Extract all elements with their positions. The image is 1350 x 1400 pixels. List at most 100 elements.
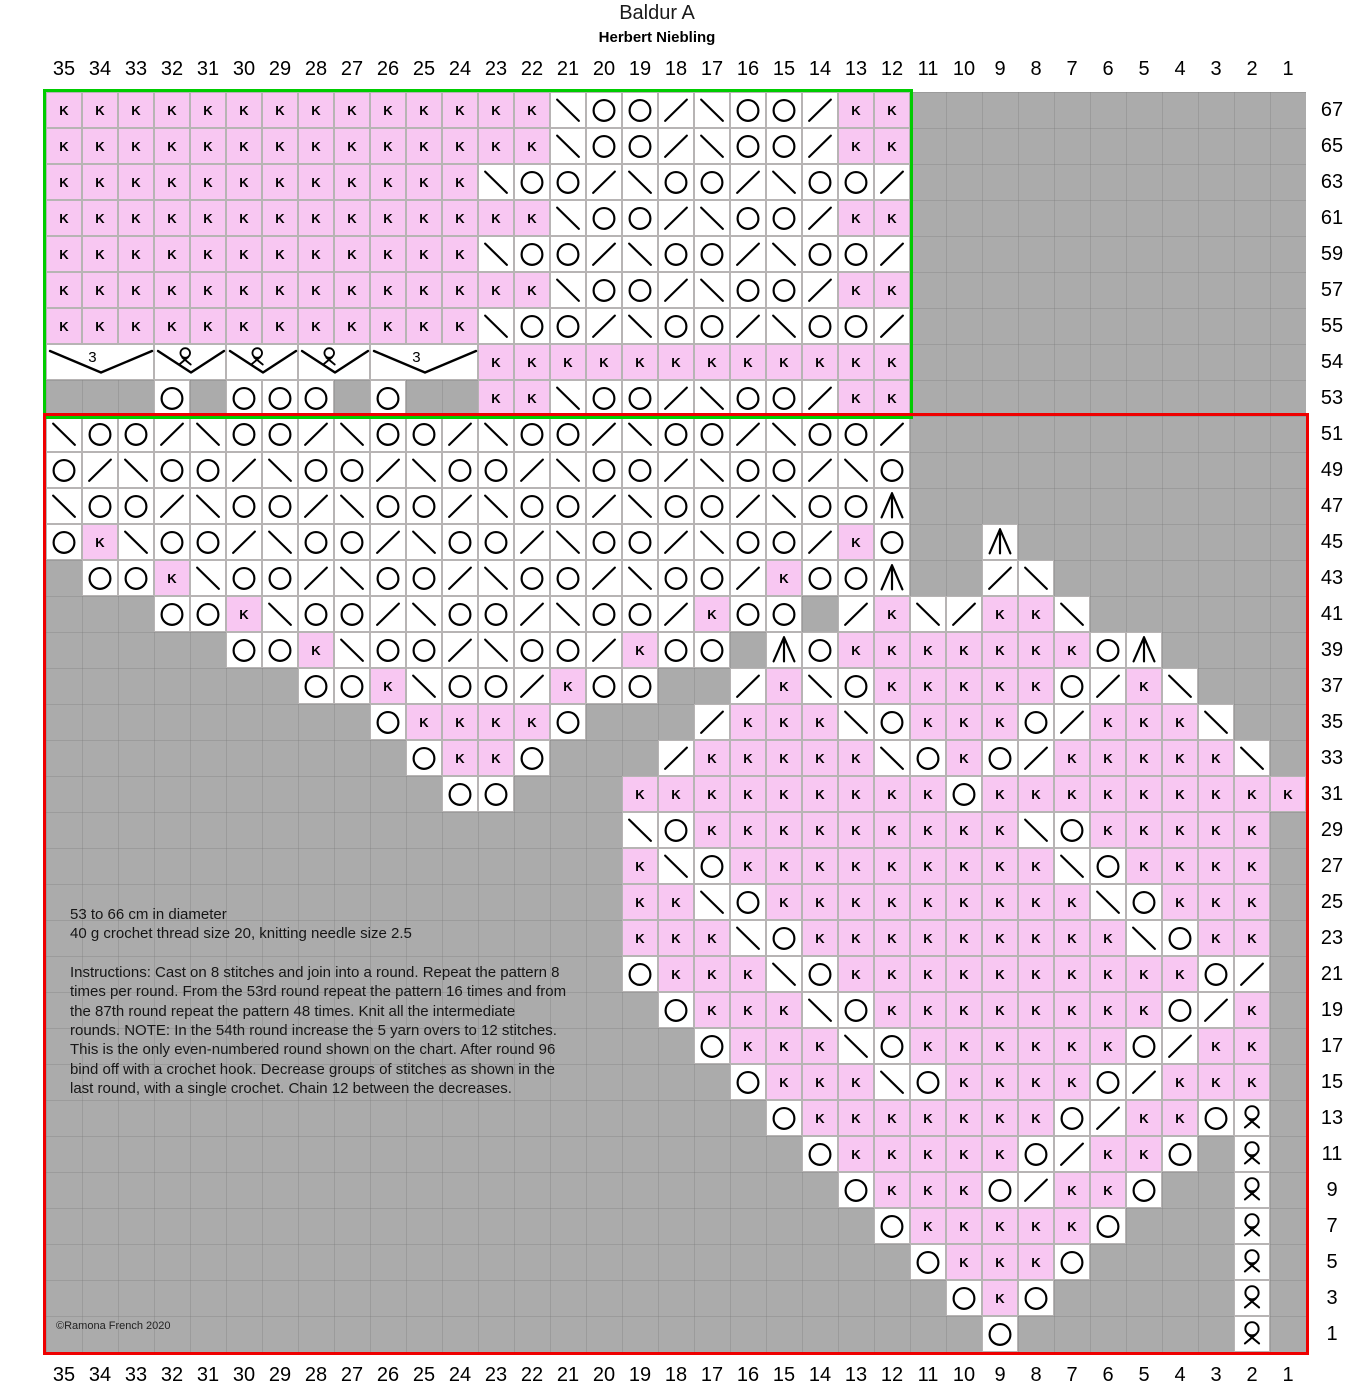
- column-label: 6: [1102, 58, 1114, 80]
- stitch-cell-knit-stitch: K: [982, 812, 1018, 848]
- stitch-cell-yarn-over: [622, 956, 658, 992]
- stitch-cell-yarn-over: [802, 236, 838, 272]
- stitch-cell-knit-stitch: K: [262, 92, 298, 128]
- stitch-cell-yarn-over: [154, 596, 190, 632]
- stitch-cell-yarn-over: [1198, 1100, 1234, 1136]
- stitch-cell-yarn-over: [766, 596, 802, 632]
- stitch-cell-right-leaning-decrease: [442, 416, 478, 452]
- stitch-cell-left-leaning-decrease: [694, 884, 730, 920]
- column-label: 3: [1210, 58, 1222, 80]
- column-label: 1: [1282, 58, 1294, 80]
- stitch-cell-knit-stitch: K: [1126, 776, 1162, 812]
- stitch-cell-knit-stitch: K: [622, 776, 658, 812]
- stitch-cell-knit-stitch: K: [370, 92, 406, 128]
- column-label: 14: [808, 1364, 832, 1386]
- stitch-cell-yarn-over: [442, 596, 478, 632]
- stitch-cell-yarn-over: [658, 632, 694, 668]
- page-title: Baldur A: [619, 2, 695, 24]
- stitch-cell-yarn-over: [1054, 1100, 1090, 1136]
- stitch-cell-yarn-over: [730, 452, 766, 488]
- stitch-cell-knit-stitch: K: [910, 668, 946, 704]
- stitch-cell-yarn-over: [586, 452, 622, 488]
- stitch-cell-centered-double-decrease: [766, 632, 802, 668]
- stitch-cell-knit-stitch: K: [370, 200, 406, 236]
- stitch-cell-yarn-over: [262, 380, 298, 416]
- stitch-cell-left-leaning-decrease: [550, 380, 586, 416]
- stitch-cell-left-leaning-decrease: [694, 92, 730, 128]
- column-label: 34: [88, 1364, 112, 1386]
- stitch-cell-right-leaning-decrease: [514, 596, 550, 632]
- row-label: 49: [1320, 459, 1344, 481]
- stitch-cell-knit-stitch: K: [298, 92, 334, 128]
- stitch-cell-yarn-over: [586, 596, 622, 632]
- stitch-cell-knit-stitch: K: [910, 1028, 946, 1064]
- stitch-cell-yarn-over: [82, 488, 118, 524]
- row-label: 31: [1320, 783, 1344, 805]
- stitch-cell-yarn-over: [1162, 992, 1198, 1028]
- row-label: 53: [1320, 387, 1344, 409]
- stitch-cell-knit-stitch: K: [730, 848, 766, 884]
- stitch-cell-yarn-over: [730, 92, 766, 128]
- stitch-cell-right-leaning-decrease: [154, 488, 190, 524]
- row-label: 33: [1320, 747, 1344, 769]
- stitch-cell-centered-double-decrease: [1126, 632, 1162, 668]
- stitch-cell-knit-stitch: K: [1162, 1100, 1198, 1136]
- stitch-cell-left-leaning-decrease: [478, 560, 514, 596]
- stitch-cell-knit-stitch: K: [622, 344, 658, 380]
- stitch-cell-knit-stitch: K: [1198, 920, 1234, 956]
- stitch-cell-knit-stitch: K: [154, 92, 190, 128]
- stitch-cell-knit-stitch: K: [406, 236, 442, 272]
- column-label: 28: [304, 58, 328, 80]
- column-label: 21: [556, 1364, 580, 1386]
- stitch-cell-knit-stitch: K: [406, 704, 442, 740]
- column-label: 15: [772, 1364, 796, 1386]
- stitch-cell-knit-stitch: K: [514, 200, 550, 236]
- stitch-cell-yarn-over: [838, 560, 874, 596]
- stitch-cell-yarn-over: [946, 1280, 982, 1316]
- stitch-cell-right-leaning-decrease: [1054, 704, 1090, 740]
- column-label: 7: [1066, 1364, 1078, 1386]
- stitch-cell-knit-stitch: K: [1234, 1064, 1270, 1100]
- stitch-cell-knit-stitch: K: [802, 1028, 838, 1064]
- stitch-cell-yarn-over: [1054, 668, 1090, 704]
- stitch-cell-knit-stitch: K: [946, 956, 982, 992]
- stitch-cell-yarn-over: [1090, 1064, 1126, 1100]
- column-label: 10: [952, 58, 976, 80]
- stitch-cell-yarn-over: [154, 380, 190, 416]
- stitch-cell-knit-stitch: K: [478, 92, 514, 128]
- stitch-cell-knit-stitch: K: [982, 920, 1018, 956]
- column-label: 11: [917, 58, 939, 80]
- stitch-cell-knit-stitch: K: [442, 236, 478, 272]
- stitch-cell-knit-stitch: K: [838, 740, 874, 776]
- stitch-cell-left-leaning-decrease: [766, 308, 802, 344]
- stitch-cell-knit-stitch: K: [190, 272, 226, 308]
- stitch-cell-right-leaning-decrease: [658, 272, 694, 308]
- stitch-cell-yarn-over: [658, 308, 694, 344]
- stitch-cell-knit-stitch: K: [946, 668, 982, 704]
- stitch-cell-yarn-over: [730, 272, 766, 308]
- stitch-cell-left-leaning-decrease: [1090, 884, 1126, 920]
- stitch-cell-yarn-over: [766, 92, 802, 128]
- stitch-cell-right-leaning-decrease: [514, 524, 550, 560]
- column-label: 31: [196, 1364, 220, 1386]
- stitch-cell-yarn-over: [802, 308, 838, 344]
- stitch-cell-knit-stitch: K: [442, 128, 478, 164]
- row-label: 41: [1320, 603, 1344, 625]
- stitch-cell-left-leaning-decrease: [190, 416, 226, 452]
- stitch-cell-right-leaning-decrease: [802, 452, 838, 488]
- stitch-cell-right-leaning-decrease: [1234, 956, 1270, 992]
- stitch-cell-knit-stitch: K: [190, 200, 226, 236]
- row-label: 43: [1320, 567, 1344, 589]
- stitch-cell-knit-stitch: K: [1090, 920, 1126, 956]
- stitch-cell-yarn-over: [514, 740, 550, 776]
- stitch-cell-yarn-over: [514, 632, 550, 668]
- stitch-cell-yarn-over: [46, 452, 82, 488]
- stitch-cell-knit-stitch: K: [1126, 1136, 1162, 1172]
- stitch-cell-knit-stitch: K: [226, 272, 262, 308]
- stitch-cell-left-leaning-decrease: [46, 488, 82, 524]
- column-label: 3: [1210, 1364, 1222, 1386]
- stitch-cell-right-leaning-decrease: [730, 668, 766, 704]
- stitch-cell-yarn-over: [730, 884, 766, 920]
- stitch-cell-knit-stitch: K: [46, 308, 82, 344]
- stitch-cell-knit-stitch: K: [226, 308, 262, 344]
